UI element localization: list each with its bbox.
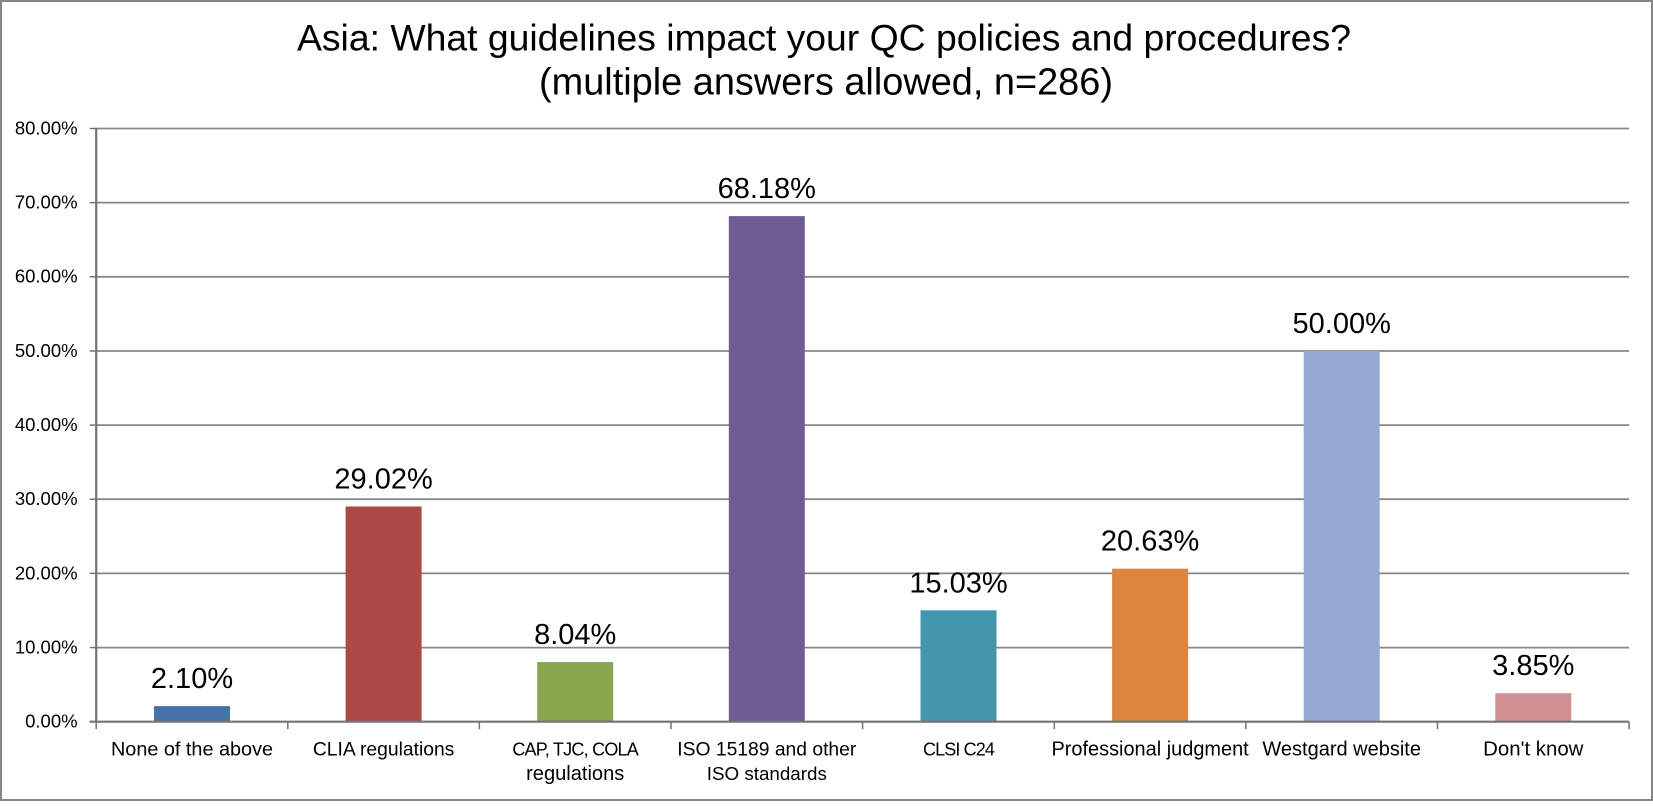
svg-text:Professional judgment: Professional judgment <box>1051 738 1249 760</box>
svg-text:0.00%: 0.00% <box>25 711 77 732</box>
svg-text:10.00%: 10.00% <box>15 637 78 658</box>
svg-text:20.00%: 20.00% <box>15 562 78 583</box>
svg-text:15.03%: 15.03% <box>909 567 1007 599</box>
svg-text:50.00%: 50.00% <box>1293 308 1391 340</box>
svg-text:Asia: What guidelines impact y: Asia: What guidelines impact your QC pol… <box>297 17 1351 59</box>
svg-text:Westgard website: Westgard website <box>1262 738 1421 760</box>
svg-text:CAP, TJC, COLA: CAP, TJC, COLA <box>512 739 638 759</box>
svg-text:60.00%: 60.00% <box>15 266 78 287</box>
svg-text:None of the above: None of the above <box>111 738 273 760</box>
svg-text:29.02%: 29.02% <box>334 464 432 496</box>
svg-text:40.00%: 40.00% <box>15 414 78 435</box>
svg-text:70.00%: 70.00% <box>15 192 78 213</box>
svg-text:(multiple answers allowed, n=2: (multiple answers allowed, n=286) <box>539 62 1113 104</box>
svg-text:3.85%: 3.85% <box>1492 650 1574 682</box>
svg-text:ISO 15189 and other: ISO 15189 and other <box>677 739 857 760</box>
svg-text:8.04%: 8.04% <box>534 619 616 651</box>
svg-text:Don't know: Don't know <box>1483 738 1584 760</box>
svg-text:50.00%: 50.00% <box>15 340 78 361</box>
svg-text:2.10%: 2.10% <box>151 663 233 695</box>
svg-text:68.18%: 68.18% <box>718 173 816 205</box>
svg-text:20.63%: 20.63% <box>1101 526 1199 558</box>
svg-text:CLIA regulations: CLIA regulations <box>313 739 454 760</box>
svg-text:regulations: regulations <box>526 763 624 785</box>
svg-text:ISO standards: ISO standards <box>707 763 827 784</box>
svg-text:80.00%: 80.00% <box>15 117 78 138</box>
svg-text:CLSI C24: CLSI C24 <box>923 739 995 759</box>
svg-text:30.00%: 30.00% <box>15 488 78 509</box>
